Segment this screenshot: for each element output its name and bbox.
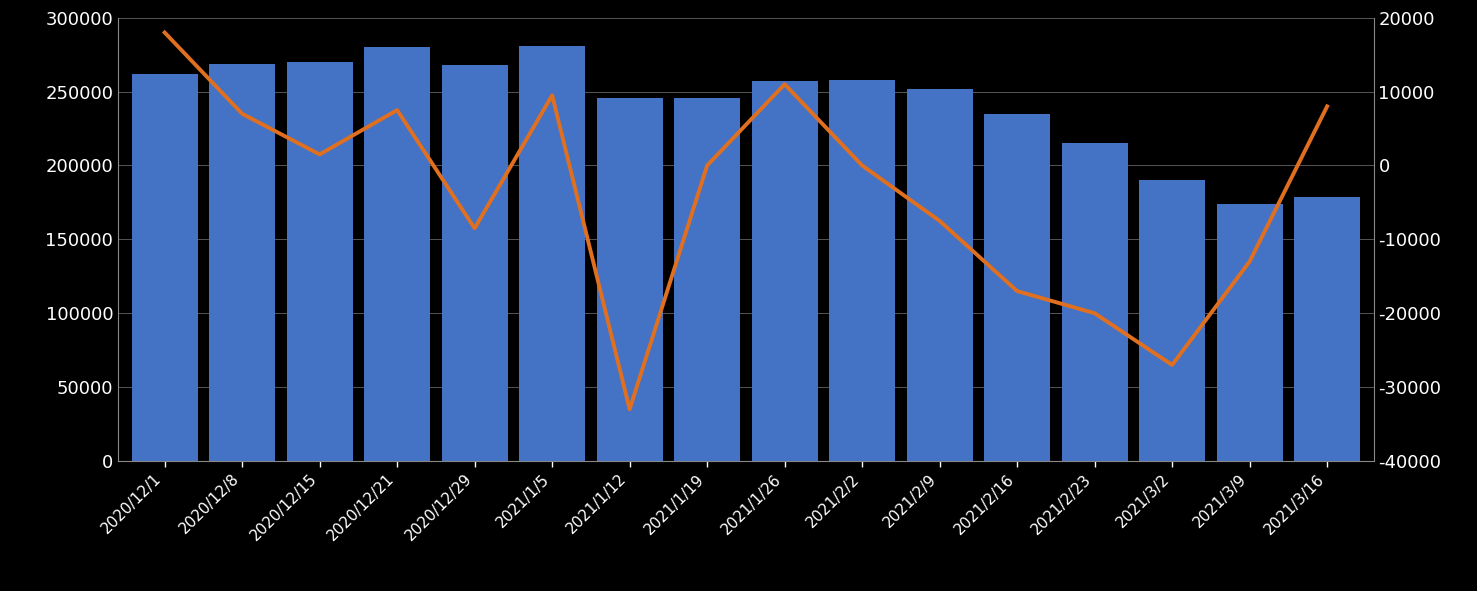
Bar xyxy=(210,64,275,461)
Bar xyxy=(287,62,353,461)
Bar xyxy=(520,46,585,461)
Bar xyxy=(752,82,818,461)
Bar xyxy=(131,74,198,461)
Bar xyxy=(829,80,895,461)
Bar xyxy=(984,113,1050,461)
Bar xyxy=(442,65,508,461)
Bar xyxy=(907,89,972,461)
Bar xyxy=(1217,204,1282,461)
Bar xyxy=(674,98,740,461)
Bar xyxy=(597,98,663,461)
Bar xyxy=(1139,180,1205,461)
Bar xyxy=(1294,196,1360,461)
Bar xyxy=(1062,144,1127,461)
Bar xyxy=(365,47,430,461)
